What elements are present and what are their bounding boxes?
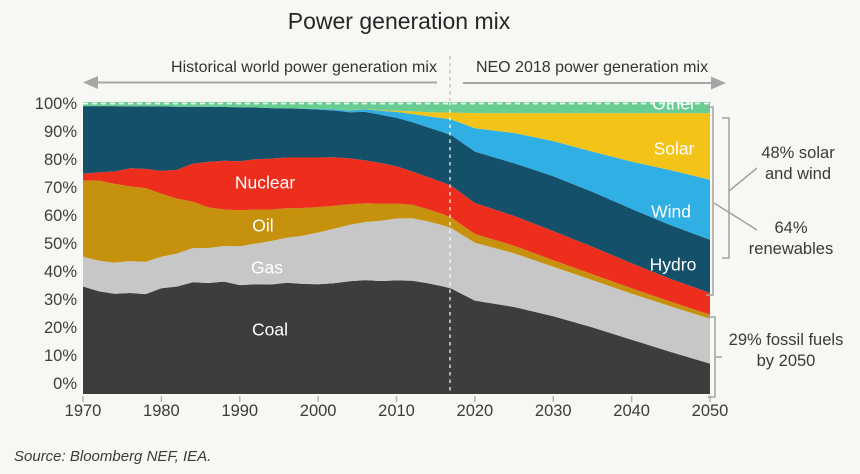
solar-wind-bracket [722,117,730,259]
band-label-gas: Gas [250,257,284,278]
area-band-nuclear [83,157,710,315]
x-axis-label: 2000 [299,402,337,420]
annotation-renewables: 64% renewables [749,218,833,260]
y-axis-label: 70% [43,179,77,197]
y-axis-label: 60% [43,207,77,225]
y-axis-label: 90% [43,123,77,141]
x-axis-label: 2010 [378,402,415,420]
annotation-solar-wind-line1: 48% solar [761,144,835,162]
x-axis-label: 2030 [534,402,572,420]
y-axis-label: 10% [43,347,77,365]
area-band-hydro [83,106,710,293]
source-credit: Source: Bloomberg NEF, IEA. [14,448,212,465]
x-axis-label: 2050 [691,402,729,420]
chart-area-bands [83,102,710,394]
renewables-connector-line [713,202,758,231]
y-axis-label: 40% [43,263,77,281]
forecast-arrow-icon [711,76,726,90]
fossil-fuels-bracket [708,316,722,398]
band-label-solar: Solar [653,138,695,159]
historical-arrow-icon [83,76,98,89]
band-label-nuclear: Nuclear [234,172,296,193]
y-axis-label: 100% [34,95,77,113]
forecast-period-label: NEO 2018 power generation mix [475,59,709,76]
annotation-fossil-line2: by 2050 [756,352,816,370]
annotation-fossil-fuels: 29% fossil fuels by 2050 [729,330,844,372]
historical-period-label: Historical world power generation mix [171,59,437,76]
area-band-other [83,102,710,114]
chart-title: Power generation mix [287,8,511,34]
band-label-other: Other [652,93,696,114]
area-band-gas [83,218,710,364]
y-axis-label: 30% [43,291,77,309]
annotation-renewables-line1: 64% [774,219,808,237]
annotation-fossil-line1: 29% fossil fuels [728,331,844,349]
y-axis-label: 50% [43,235,77,253]
area-band-coal [83,280,710,394]
x-axis-label: 2040 [613,402,650,420]
solar-wind-connector-line [728,167,758,192]
band-label-oil: Oil [252,215,274,236]
area-band-wind [83,106,710,240]
y-axis-label: 0% [53,375,77,393]
x-axis-label: 2020 [456,402,494,420]
x-axis-label: 1970 [64,402,102,420]
band-label-coal: Coal [252,319,288,340]
annotation-renewables-line2: renewables [748,240,834,258]
area-band-oil [83,180,710,319]
band-label-wind: Wind [651,201,691,222]
area-band-solar [83,106,710,180]
y-axis-label: 80% [43,151,77,169]
renewables-bracket [706,106,714,296]
annotation-solar-wind: 48% solar and wind [761,143,834,185]
y-axis-label: 20% [43,319,77,337]
x-axis-label: 1980 [143,402,180,420]
annotation-solar-wind-line2: and wind [764,165,832,183]
band-label-hydro: Hydro [649,254,697,275]
x-axis-label: 1990 [221,402,259,420]
